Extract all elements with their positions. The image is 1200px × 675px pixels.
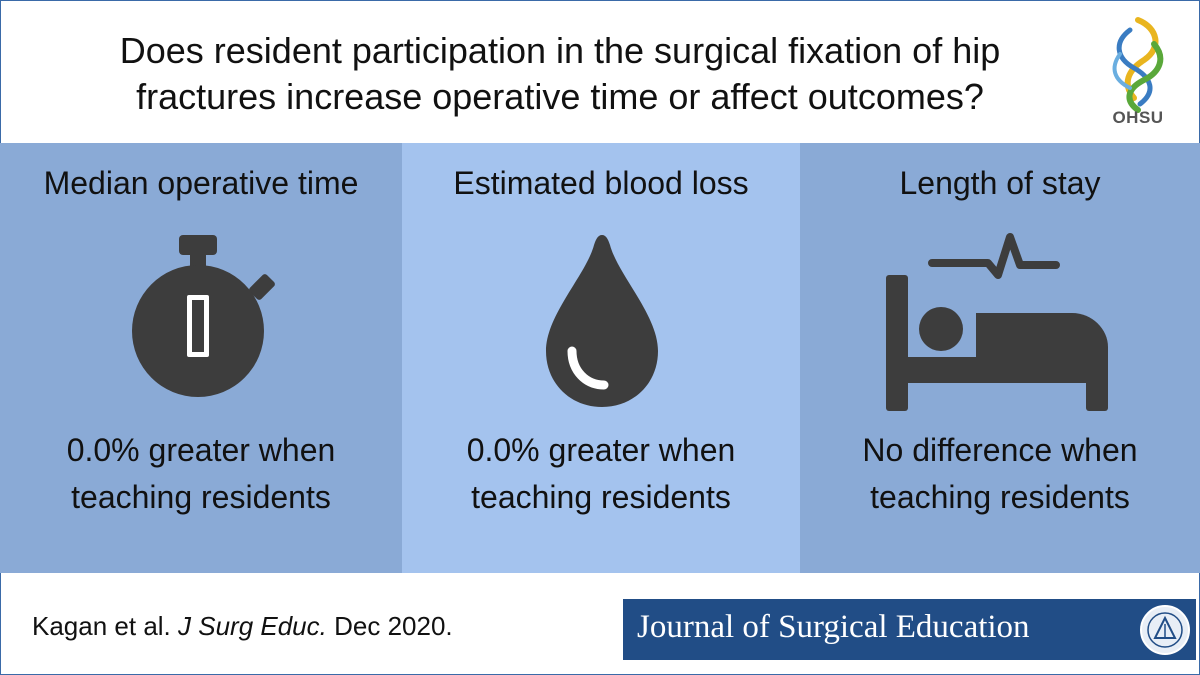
journal-name: Journal of Surgical Education [637,609,1030,645]
panel-result: 0.0% greater when teaching residents [402,427,800,521]
panel-result: 0.0% greater when teaching residents [0,427,402,521]
result-line-1: 0.0% greater when [466,432,736,468]
panel-result: No difference when teaching residents [800,427,1200,521]
ohsu-logo-icon [1112,17,1164,113]
footer: Kagan et al. J Surg Educ. Dec 2020. Jour… [0,573,1200,675]
citation-journal: J Surg Educ. [178,611,327,641]
citation-authors: Kagan et al. [32,611,171,641]
result-line-2: teaching residents [870,479,1130,515]
hospital-bed-icon [886,233,1108,411]
blood-drop-icon [546,235,658,407]
panel-title: Median operative time [43,165,359,201]
journal-banner: Journal of Surgical Education [623,599,1196,660]
question-line-2: fractures increase operative time or aff… [136,76,984,117]
panel-length-of-stay: Length of stay No difference when teachi… [800,143,1200,573]
citation-date: Dec 2020. [334,611,453,641]
result-line-1: No difference when [862,432,1138,468]
panel-title: Estimated blood loss [453,165,749,201]
question-title: Does resident participation in the surgi… [40,28,1080,120]
panel-title: Length of stay [899,165,1101,201]
result-line-2: teaching residents [471,479,731,515]
panel-operative-time: Median operative time 0.0% greater when … [0,143,402,573]
result-line-1: 0.0% greater when [66,432,336,468]
result-line-2: teaching residents [71,479,331,515]
ohsu-logo-text: OHSU [1112,108,1164,127]
stopwatch-icon [132,235,275,397]
question-line-1: Does resident participation in the surgi… [119,30,1001,71]
header: Does resident participation in the surgi… [0,0,1200,143]
panel-blood-loss: Estimated blood loss 0.0% greater when t… [402,143,800,573]
citation: Kagan et al. J Surg Educ. Dec 2020. [32,611,453,642]
journal-seal-icon [1140,605,1190,655]
